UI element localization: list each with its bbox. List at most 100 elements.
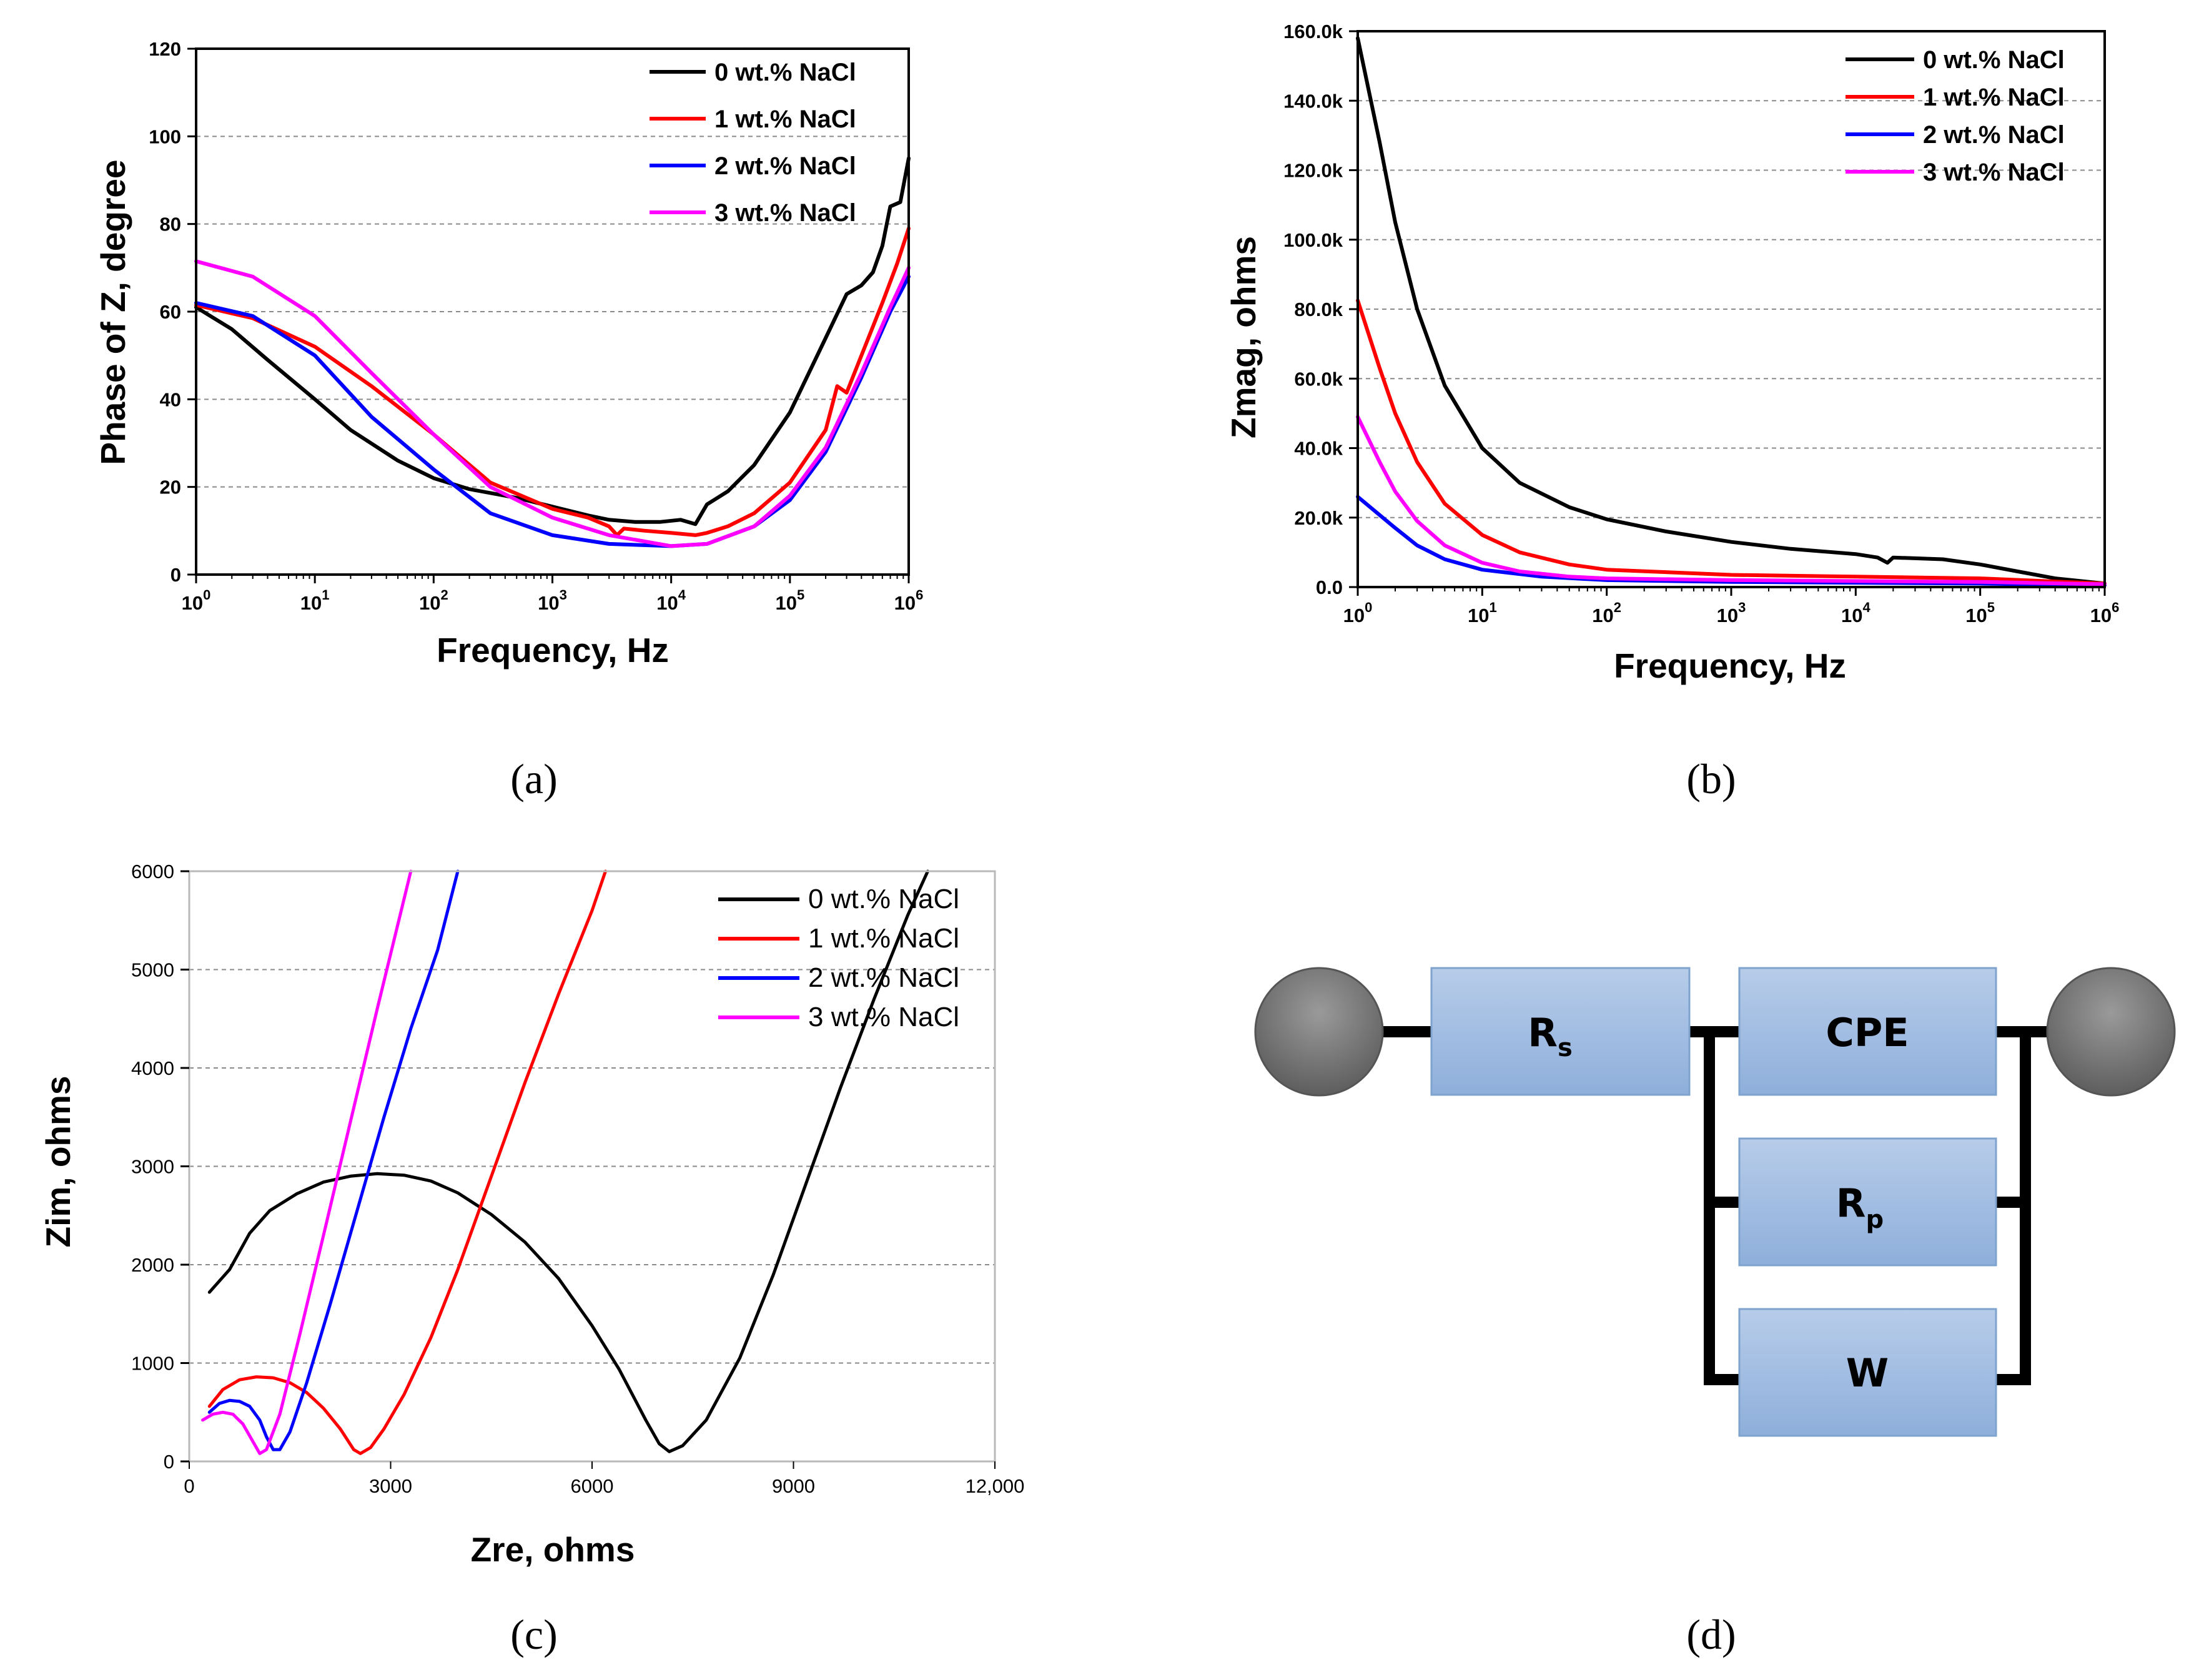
cpe-label: CPE xyxy=(1826,1010,1909,1055)
y-tick-label: 5000 xyxy=(131,959,174,981)
series-line-2 xyxy=(194,274,911,548)
panel-b-xlabel: Frequency, Hz xyxy=(1614,646,1846,685)
x-tick-label: 101 xyxy=(1468,600,1497,626)
panel-c-ticks: 0 1000 2000 3000 4000 5000 6000 0 3000 6000 9000 12… xyxy=(131,861,1024,1497)
panel-b-series xyxy=(1356,36,2107,588)
x-tick-label: 12,000 xyxy=(966,1475,1025,1497)
y-tick-label: 3000 xyxy=(131,1156,174,1178)
y-tick-label: 140.0k xyxy=(1283,90,1343,112)
x-tick-label: 101 xyxy=(300,587,330,614)
legend-label: 3 wt.% NaCl xyxy=(1923,159,2065,186)
x-tick-label: 104 xyxy=(1841,600,1870,626)
series-line-1 xyxy=(194,226,911,537)
panel-c-ylabel: Zim, ohms xyxy=(39,1075,77,1247)
y-tick-label: 40.0k xyxy=(1294,438,1343,460)
terminal-node-right xyxy=(2046,967,2176,1097)
panel-b-ylabel: Zmag, ohms xyxy=(1224,236,1263,438)
y-tick-label: 6000 xyxy=(131,861,174,882)
rs-subscript: s xyxy=(1558,1034,1573,1062)
y-tick-label: 160.0k xyxy=(1283,21,1343,42)
panel-c-legend: 0 wt.% NaCl 1 wt.% NaCl 2 wt.% NaCl 3 wt.% … xyxy=(718,884,959,1032)
panel-b-ticks: 0.0 20.0k 40.0k 60.0k 80.0k 100.0k 120.0k 140.0… xyxy=(1283,21,2119,626)
panel-b-legend: 0 wt.% NaCl 1 wt.% NaCl 2 wt.% NaCl 3 wt.% … xyxy=(1846,46,2065,186)
x-tick-label: 106 xyxy=(2090,600,2120,626)
panel-d-caption: (d) xyxy=(1686,1611,1736,1658)
panel-a-gridlines xyxy=(196,136,909,488)
legend-label: 2 wt.% NaCl xyxy=(1923,121,2065,149)
y-tick-label: 20 xyxy=(160,477,181,498)
panel-a-series xyxy=(194,156,911,548)
legend-label: 2 wt.% NaCl xyxy=(714,152,856,180)
legend-label: 1 wt.% NaCl xyxy=(714,106,856,133)
panel-a-ylabel: Phase of Z, degree xyxy=(94,159,132,465)
panel-d-circuit: Rs CPE Rp W (d) xyxy=(1254,967,2176,1658)
panel-b-gridlines xyxy=(1358,100,2105,518)
x-tick-label: 6000 xyxy=(571,1475,614,1497)
x-tick-label: 100 xyxy=(182,587,211,614)
legend-label: 3 wt.% NaCl xyxy=(808,1002,959,1032)
component-cpe: CPE xyxy=(1738,967,1997,1096)
legend-label: 0 wt.% NaCl xyxy=(808,884,959,914)
series-line-1 xyxy=(207,869,607,1455)
y-tick-label: 1000 xyxy=(131,1353,174,1375)
panel-c: 0 1000 2000 3000 4000 5000 6000 0 3000 6000 9000 12… xyxy=(39,861,1024,1658)
y-tick-label: 80 xyxy=(160,214,181,235)
panel-b-caption: (b) xyxy=(1686,755,1736,803)
series-line-2 xyxy=(207,869,460,1451)
panel-c-xlabel: Zre, ohms xyxy=(471,1530,635,1569)
series-line-1 xyxy=(1356,299,2107,586)
series-line-0 xyxy=(1356,36,2107,586)
rp-label: R xyxy=(1836,1180,1866,1226)
w-label: W xyxy=(1846,1350,1889,1396)
terminal-node-left xyxy=(1254,967,1384,1097)
series-line-3 xyxy=(1356,415,2107,586)
y-tick-label: 120 xyxy=(149,38,181,60)
x-tick-label: 106 xyxy=(894,587,924,614)
panel-a-caption: (a) xyxy=(510,755,557,803)
x-tick-label: 102 xyxy=(419,587,448,614)
panel-a-legend: 0 wt.% NaCl 1 wt.% NaCl 2 wt.% NaCl 3 wt.% … xyxy=(650,59,856,227)
x-tick-label: 0 xyxy=(184,1475,194,1497)
y-tick-label: 4000 xyxy=(131,1057,174,1079)
y-tick-label: 60.0k xyxy=(1294,368,1343,390)
y-tick-label: 0.0 xyxy=(1316,576,1343,598)
x-tick-label: 103 xyxy=(1717,600,1746,626)
panel-a-xlabel: Frequency, Hz xyxy=(437,631,669,670)
panel-a-ticks: 0 20 40 60 80 100 120 100 101 102 103 104 105 106 xyxy=(149,38,923,614)
x-tick-label: 105 xyxy=(1965,600,1995,626)
svg-text:Rs: Rs xyxy=(1528,1010,1573,1062)
legend-label: 2 wt.% NaCl xyxy=(808,962,959,993)
series-line-3 xyxy=(194,259,911,548)
y-tick-label: 20.0k xyxy=(1294,507,1343,529)
x-tick-label: 9000 xyxy=(772,1475,815,1497)
y-tick-label: 0 xyxy=(170,564,181,586)
x-tick-label: 104 xyxy=(656,587,686,614)
legend-label: 0 wt.% NaCl xyxy=(1923,46,2065,74)
x-tick-label: 3000 xyxy=(369,1475,412,1497)
y-tick-label: 120.0k xyxy=(1283,160,1343,182)
y-tick-label: 2000 xyxy=(131,1254,174,1276)
series-line-0 xyxy=(194,156,911,526)
panel-c-series xyxy=(201,869,929,1455)
panel-b: 0.0 20.0k 40.0k 60.0k 80.0k 100.0k 120.0k 140.0… xyxy=(1224,21,2119,803)
component-rs: Rs xyxy=(1430,967,1691,1096)
y-tick-label: 80.0k xyxy=(1294,299,1343,320)
y-tick-label: 60 xyxy=(160,301,181,323)
y-tick-label: 100.0k xyxy=(1283,229,1343,251)
y-tick-label: 40 xyxy=(160,388,181,410)
x-tick-label: 103 xyxy=(538,587,567,614)
svg-text:Rp: Rp xyxy=(1836,1180,1884,1234)
legend-label: 1 wt.% NaCl xyxy=(1923,84,2065,111)
rp-subscript: p xyxy=(1866,1205,1884,1234)
rs-label: R xyxy=(1528,1010,1558,1055)
panel-a: 0 20 40 60 80 100 120 100 101 102 103 104 105 106 Fre… xyxy=(94,38,923,803)
component-rp: Rp xyxy=(1738,1137,1997,1267)
x-tick-label: 102 xyxy=(1592,600,1621,626)
series-line-3 xyxy=(201,869,413,1455)
series-line-0 xyxy=(207,869,929,1453)
y-tick-label: 0 xyxy=(164,1451,174,1473)
legend-label: 3 wt.% NaCl xyxy=(714,199,856,227)
component-w: W xyxy=(1738,1308,1997,1437)
legend-label: 1 wt.% NaCl xyxy=(808,923,959,954)
